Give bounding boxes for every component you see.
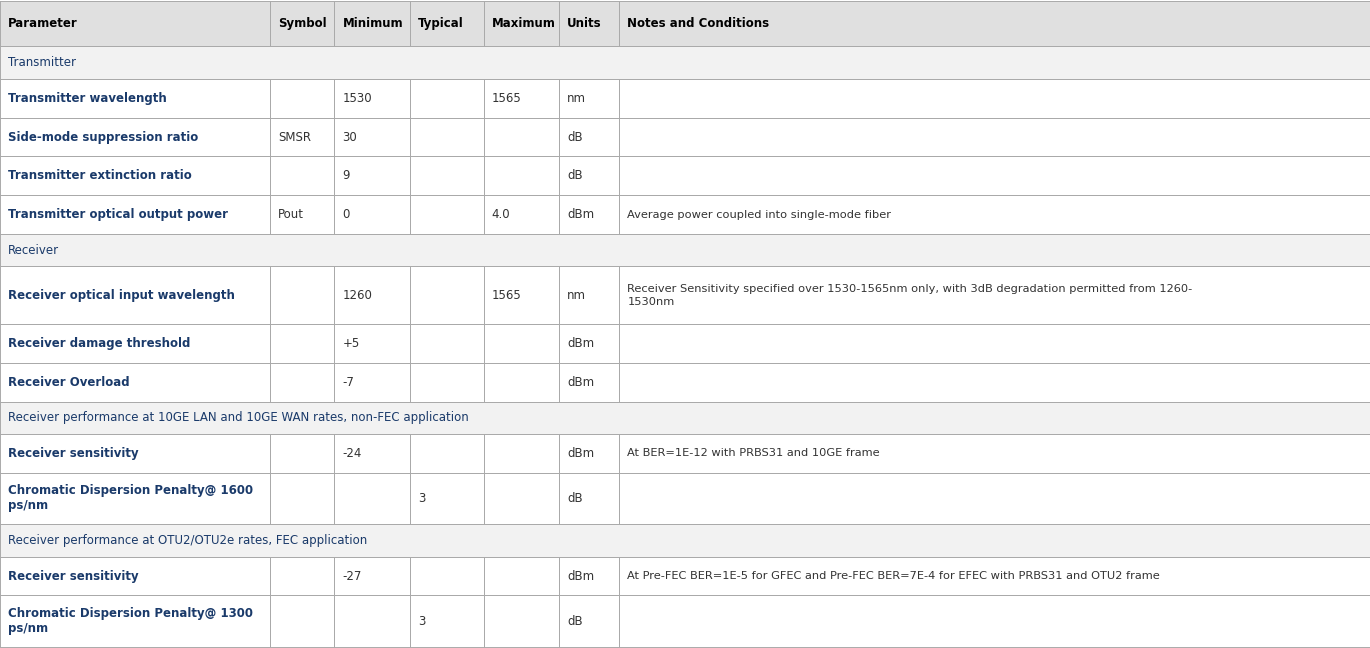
Text: 1565: 1565 [492,92,522,105]
Text: dBm: dBm [567,208,595,221]
Bar [0,234,1370,266]
Text: dBm: dBm [567,570,595,583]
Text: dBm: dBm [567,376,595,389]
Text: Units: Units [567,17,601,30]
Bar [0,596,1370,647]
Text: 4.0: 4.0 [492,208,511,221]
Text: Receiver sensitivity: Receiver sensitivity [8,447,138,460]
Text: Transmitter wavelength: Transmitter wavelength [8,92,167,105]
Text: 9: 9 [342,169,349,182]
Text: nm: nm [567,289,586,302]
Text: dB: dB [567,492,582,505]
Text: -24: -24 [342,447,362,460]
Text: Parameter: Parameter [8,17,78,30]
Text: dB: dB [567,169,582,182]
Text: 0: 0 [342,208,349,221]
Text: Notes and Conditions: Notes and Conditions [627,17,770,30]
Bar [0,324,1370,363]
Text: -27: -27 [342,570,362,583]
Text: Receiver damage threshold: Receiver damage threshold [8,337,190,350]
Text: Maximum: Maximum [492,17,556,30]
Text: Receiver performance at OTU2/OTU2e rates, FEC application: Receiver performance at OTU2/OTU2e rates… [8,534,367,547]
Text: 1260: 1260 [342,289,373,302]
Text: Typical: Typical [418,17,463,30]
Bar [0,1,1370,46]
Text: Side-mode suppression ratio: Side-mode suppression ratio [8,130,199,143]
Text: Receiver: Receiver [8,244,59,257]
Text: dB: dB [567,614,582,627]
Text: 1565: 1565 [492,289,522,302]
Text: Receiver performance at 10GE LAN and 10GE WAN rates, non-FEC application: Receiver performance at 10GE LAN and 10G… [8,411,469,424]
Text: Minimum: Minimum [342,17,403,30]
Text: dB: dB [567,130,582,143]
Text: Transmitter extinction ratio: Transmitter extinction ratio [8,169,192,182]
Text: Chromatic Dispersion Penalty@ 1600
ps/nm: Chromatic Dispersion Penalty@ 1600 ps/nm [8,485,253,513]
Bar [0,118,1370,156]
Bar [0,473,1370,524]
Text: +5: +5 [342,337,360,350]
Text: Transmitter optical output power: Transmitter optical output power [8,208,229,221]
Bar [0,79,1370,118]
Bar [0,402,1370,434]
Text: nm: nm [567,92,586,105]
Text: 3: 3 [418,614,425,627]
Bar [0,46,1370,79]
Text: Pout: Pout [278,208,304,221]
Text: At Pre-FEC BER=1E-5 for GFEC and Pre-FEC BER=7E-4 for EFEC with PRBS31 and OTU2 : At Pre-FEC BER=1E-5 for GFEC and Pre-FEC… [627,571,1160,581]
Text: -7: -7 [342,376,355,389]
Bar [0,434,1370,473]
Text: dBm: dBm [567,447,595,460]
Bar [0,266,1370,324]
Text: Average power coupled into single-mode fiber: Average power coupled into single-mode f… [627,209,892,220]
Text: SMSR: SMSR [278,130,311,143]
Text: 3: 3 [418,492,425,505]
Text: Receiver optical input wavelength: Receiver optical input wavelength [8,289,236,302]
Bar [0,524,1370,557]
Bar [0,363,1370,402]
Text: Transmitter: Transmitter [8,56,77,69]
Text: Symbol: Symbol [278,17,326,30]
Text: dBm: dBm [567,337,595,350]
Text: At BER=1E-12 with PRBS31 and 10GE frame: At BER=1E-12 with PRBS31 and 10GE frame [627,448,880,458]
Text: Receiver Sensitivity specified over 1530-1565nm only, with 3dB degradation permi: Receiver Sensitivity specified over 1530… [627,284,1193,307]
Text: Receiver sensitivity: Receiver sensitivity [8,570,138,583]
Bar [0,156,1370,195]
Text: 30: 30 [342,130,358,143]
Bar [0,557,1370,596]
Text: Receiver Overload: Receiver Overload [8,376,130,389]
Bar [0,195,1370,234]
Text: Chromatic Dispersion Penalty@ 1300
ps/nm: Chromatic Dispersion Penalty@ 1300 ps/nm [8,607,253,635]
Text: 1530: 1530 [342,92,373,105]
